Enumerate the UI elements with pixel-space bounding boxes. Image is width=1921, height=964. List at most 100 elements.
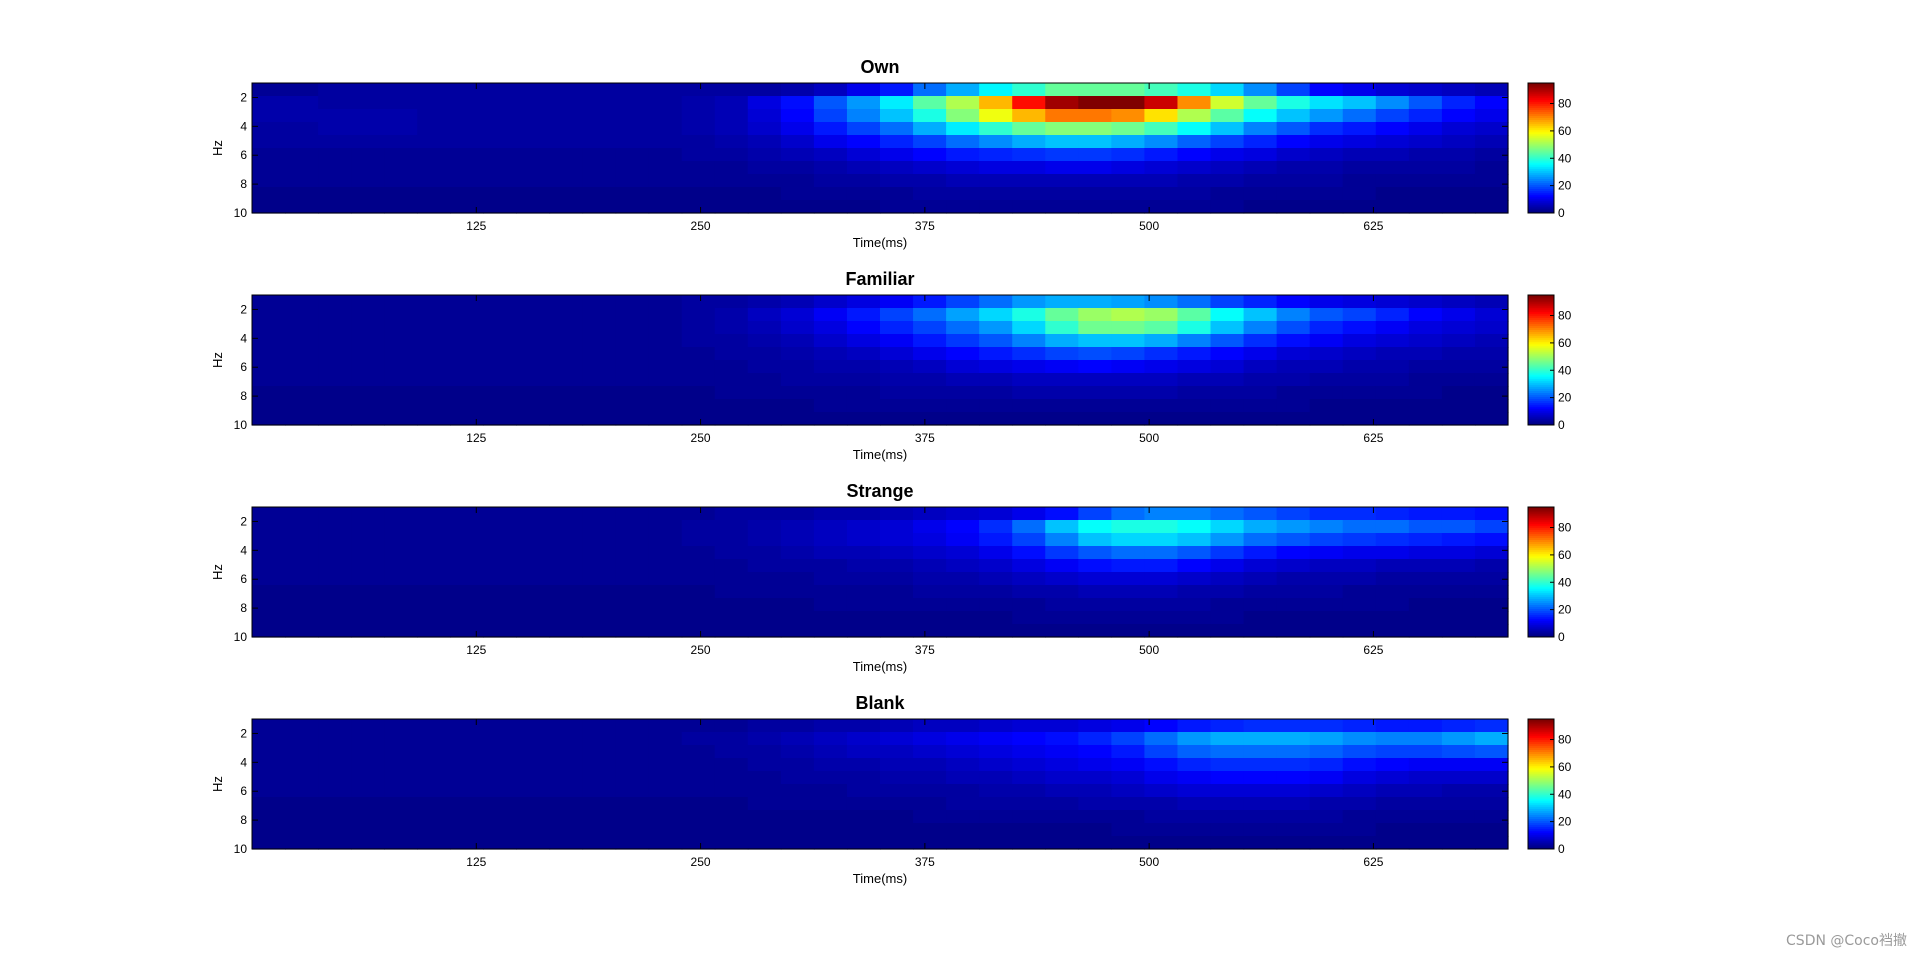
heatmap-cell (1078, 559, 1112, 573)
heatmap-cell (846, 758, 881, 772)
heatmap-cell (384, 745, 418, 759)
heatmap-cell (483, 598, 518, 612)
heatmap-cell (318, 187, 352, 201)
heatmap-cell (285, 148, 319, 162)
heatmap-cell (1111, 321, 1146, 335)
heatmap-cell (351, 559, 385, 573)
heatmap-cell (813, 96, 848, 110)
heatmap-cell (1276, 399, 1311, 413)
heatmap-cell (979, 533, 1013, 547)
heatmap-cell (252, 719, 286, 733)
colorbar-step (1528, 779, 1554, 783)
heatmap-cell (549, 109, 584, 123)
heatmap-cell (681, 732, 716, 746)
heatmap-cell (1210, 334, 1245, 348)
colorbar-step (1528, 592, 1554, 595)
heatmap-cell (979, 334, 1013, 348)
heatmap-cell (582, 295, 617, 309)
heatmap-cell (582, 412, 617, 426)
heatmap-cell (1111, 732, 1146, 746)
heatmap-cell (483, 745, 518, 759)
heatmap-cell (913, 533, 947, 547)
heatmap-cell (384, 347, 418, 361)
colorbar-step (1528, 200, 1554, 204)
heatmap-cell (582, 719, 617, 733)
heatmap-cell (913, 611, 947, 625)
heatmap-cell (417, 360, 451, 374)
heatmap-cell (285, 321, 319, 335)
heatmap-cell (979, 836, 1013, 850)
heatmap-cell (1441, 347, 1476, 361)
heatmap-cell (1177, 784, 1212, 798)
heatmap-cell (1342, 96, 1377, 110)
heatmap-cell (979, 784, 1013, 798)
heatmap-cell (1276, 533, 1311, 547)
heatmap-cell (1078, 174, 1112, 188)
heatmap-cell (1012, 109, 1046, 123)
heatmap-cell (880, 200, 914, 214)
heatmap-cell (318, 546, 352, 560)
heatmap-cell (1342, 360, 1377, 374)
heatmap-cell (1111, 308, 1146, 322)
heatmap-cell (417, 823, 451, 837)
colorbar-step (1528, 111, 1554, 114)
heatmap-cell (318, 308, 352, 322)
heatmap-cell (384, 200, 418, 214)
heatmap-cell (1474, 732, 1509, 746)
heatmap-cell (450, 148, 484, 162)
heatmap-cell (1408, 745, 1443, 759)
heatmap-cell (1012, 187, 1046, 201)
heatmap-cell (648, 399, 683, 413)
heatmap-cell (648, 122, 683, 136)
colorbar-step (1528, 325, 1554, 328)
heatmap-cell (946, 412, 980, 426)
heatmap-cell (417, 771, 451, 785)
heatmap-cell (979, 758, 1013, 772)
heatmap-cell (1177, 360, 1212, 374)
heatmap-cell (252, 533, 286, 547)
colorbar-tick-label: 80 (1558, 97, 1572, 111)
colorbar-step (1528, 765, 1554, 769)
heatmap-cell (1078, 308, 1112, 322)
heatmap-cell (648, 321, 683, 335)
colorbar-step (1528, 410, 1554, 414)
heatmap-cell (1276, 624, 1311, 638)
heatmap-cell (1243, 572, 1278, 586)
colorbar-step (1528, 723, 1554, 726)
heatmap-cell (1474, 135, 1509, 149)
heatmap-cell (1243, 520, 1278, 534)
heatmap-cell (285, 745, 319, 759)
heatmap-cell (285, 823, 319, 837)
heatmap-cell (417, 598, 451, 612)
heatmap-cell (1210, 83, 1245, 97)
heatmap-cell (483, 174, 518, 188)
heatmap-cell (1045, 797, 1079, 811)
heatmap-cell (384, 83, 418, 97)
heatmap-cell (285, 546, 319, 560)
heatmap-cell (913, 187, 947, 201)
colorbar-step (1528, 614, 1554, 618)
heatmap-cell (913, 598, 947, 612)
heatmap-cell (946, 836, 980, 850)
colorbar-step (1528, 335, 1554, 339)
heatmap-cell (615, 520, 650, 534)
colorbar-step (1528, 606, 1554, 610)
heatmap-cell (913, 200, 947, 214)
heatmap-cell (318, 399, 352, 413)
heatmap-cell (846, 823, 881, 837)
colorbar-step (1528, 89, 1554, 92)
heatmap-cell (285, 96, 319, 110)
heatmap-cell (913, 96, 947, 110)
colorbar-step (1528, 353, 1554, 357)
colorbar-step (1528, 624, 1554, 628)
colorbar-step (1528, 166, 1554, 169)
heatmap-cell (549, 360, 584, 374)
colorbar-tick-label: 0 (1558, 630, 1565, 644)
heatmap-cell (1408, 321, 1443, 335)
colorbar-step (1528, 129, 1554, 133)
heatmap-cell (1111, 611, 1146, 625)
heatmap-cell (549, 174, 584, 188)
heatmap-cell (1210, 412, 1245, 426)
heatmap-cell (351, 187, 385, 201)
heatmap-cell (979, 321, 1013, 335)
